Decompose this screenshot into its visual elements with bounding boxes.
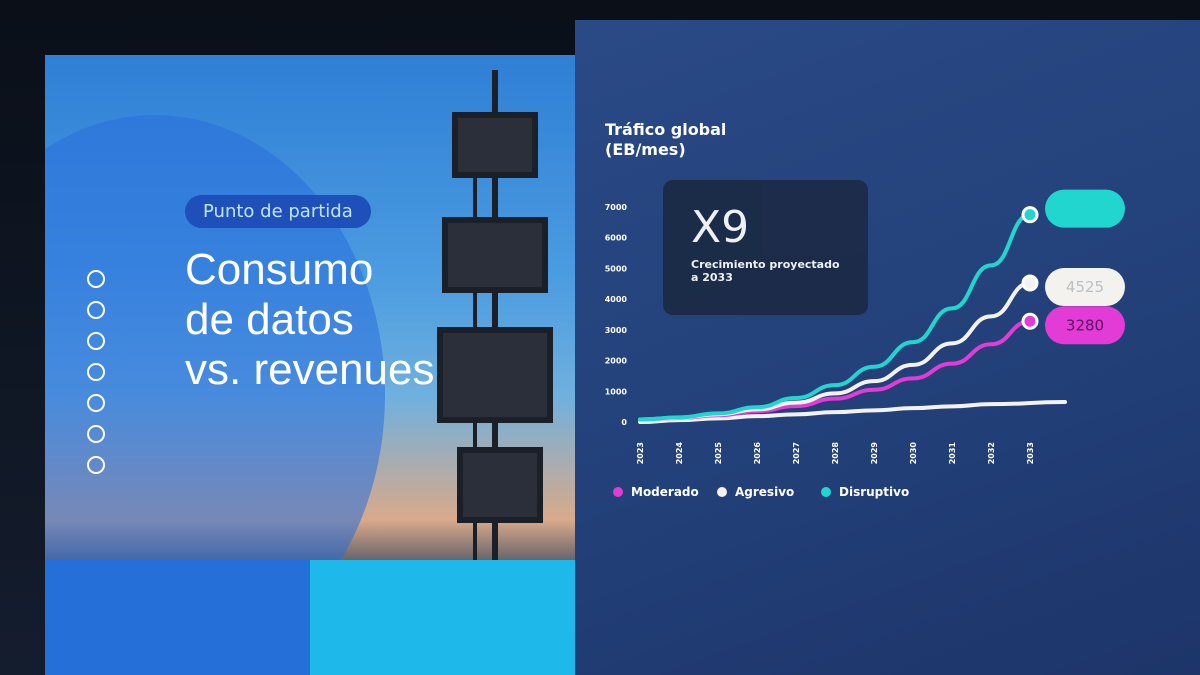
y-tick-label: 7000	[605, 203, 628, 212]
title-line: vs. revenues	[185, 345, 435, 394]
x-tick-label: 2025	[714, 442, 723, 465]
x-tick-label: 2028	[831, 442, 840, 465]
y-tick-label: 0	[621, 418, 627, 427]
chart-title: Tráfico global (EB/mes)	[605, 120, 726, 160]
x-tick-label: 2030	[909, 442, 918, 465]
slide-left-panel: Punto de partida Consumo de datos vs. re…	[45, 55, 575, 675]
legend-label: Disruptivo	[839, 485, 910, 499]
growth-caption: Crecimiento proyectado a 2033	[691, 258, 840, 284]
legend-item-disruptivo: Disruptivo	[821, 485, 909, 499]
x-tick-label: 2033	[1026, 442, 1035, 464]
chart-title-unit: (EB/mes)	[605, 140, 686, 159]
series-end-marker	[1021, 274, 1039, 292]
legend-item-moderado: Moderado	[613, 485, 699, 499]
growth-multiplier: X9	[691, 202, 750, 253]
title-line: de datos	[185, 295, 354, 344]
legend-item-agresivo: Agresivo	[717, 485, 794, 499]
bottom-band-light	[310, 560, 575, 675]
y-tick-label: 2000	[605, 357, 628, 366]
y-tick-label: 5000	[605, 264, 628, 273]
x-tick-label: 2027	[792, 442, 801, 464]
series-line-baseline	[638, 400, 1067, 424]
series-end-value: 3280	[1066, 316, 1104, 334]
series-end-value: 4525	[1066, 278, 1104, 296]
slide-chart-panel: Tráfico global (EB/mes) 0 1000 2000 3000 400…	[575, 20, 1200, 675]
cell-tower-image	[437, 70, 553, 570]
x-tick-label: 2029	[870, 442, 879, 465]
y-tick-label: 3000	[605, 326, 628, 335]
legend-dot	[821, 487, 831, 497]
slide-title: Consumo de datos vs. revenues	[185, 245, 434, 395]
x-tick-label: 2032	[987, 442, 996, 464]
series-end-marker	[1021, 312, 1039, 330]
circle-icon	[87, 332, 105, 350]
legend-label: Agresivo	[735, 485, 795, 499]
circle-icon	[87, 363, 105, 381]
x-tick-label: 2031	[948, 442, 957, 465]
x-tick-label: 2026	[753, 442, 762, 465]
chart-title-line: Tráfico global	[605, 120, 727, 139]
icon-column	[87, 270, 105, 474]
circle-icon	[87, 456, 105, 474]
series-end-tag	[1045, 306, 1125, 345]
y-tick-label: 1000	[605, 387, 628, 396]
x-tick-label: 2024	[675, 442, 684, 465]
series-line-disruptivo	[638, 212, 1032, 422]
legend-label: Moderado	[631, 485, 699, 499]
circle-icon	[87, 301, 105, 319]
series-end-marker	[1021, 206, 1039, 224]
legend-dot	[717, 487, 727, 497]
growth-callout: X9 Crecimiento proyectado a 2033	[663, 180, 868, 315]
legend-dot	[613, 487, 623, 497]
title-line: Consumo	[185, 245, 374, 294]
y-tick-label: 6000	[605, 234, 628, 243]
circle-icon	[87, 425, 105, 443]
series-end-tag	[1045, 189, 1125, 228]
section-pill: Punto de partida	[185, 195, 371, 228]
circle-icon	[87, 394, 105, 412]
line-chart: 0 1000 2000 3000 4000 5000 6000 7000 2023 2024 202…	[605, 189, 1125, 465]
x-tick-label: 2023	[636, 442, 645, 464]
y-tick-label: 4000	[605, 295, 628, 304]
circle-icon	[87, 270, 105, 288]
series-end-tag	[1045, 268, 1125, 307]
